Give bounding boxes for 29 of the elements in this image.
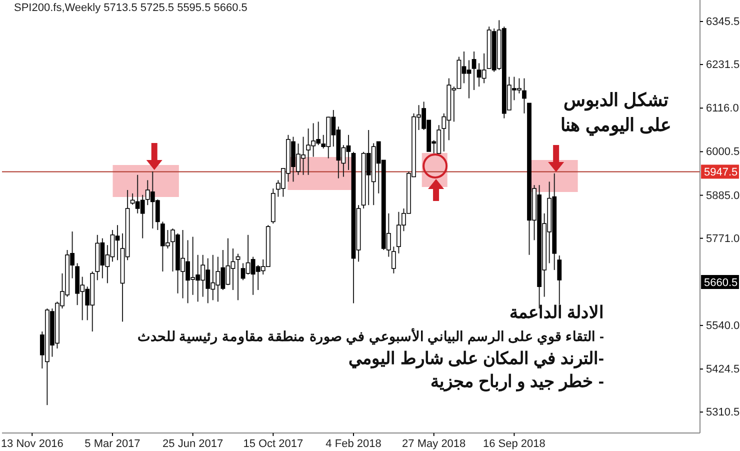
x-tick-label: 15 Oct 2017 [243, 438, 304, 450]
x-tick-label: 5 Mar 2017 [84, 438, 140, 450]
annotation: - التقاء قوي على الرسم البياني الأسبوعي في صورة منطقة مقاومة رئيسية للحدث [137, 327, 604, 345]
candlestick [557, 254, 562, 306]
candlestick [236, 253, 240, 301]
x-tick-label: 4 Feb 2018 [326, 438, 382, 450]
annotation: -الترند في المكان على شارط اليومي [348, 349, 604, 369]
candlestick [522, 78, 526, 114]
x-tick-label: 16 Sep 2018 [483, 438, 546, 450]
annotation: تشكل الدبوس على اليومي هنا [560, 90, 672, 136]
chart-title: SPI200.fs,Weekly 5713.5 5725.5 5595.5 5660.5 [14, 2, 248, 14]
annotation: - خطر جيد و ارباح مجزية [430, 372, 604, 392]
y-tick-label: 6231.5 [706, 59, 740, 72]
y-tick-label: 5771.0 [706, 232, 740, 245]
y-tick-label: 5540.0 [706, 320, 740, 332]
candlestick [391, 246, 396, 274]
y-tick-label: 5310.5 [706, 406, 740, 419]
ref-line-label: 5947.5 [704, 166, 738, 179]
y-tick-label: 6345.5 [706, 16, 740, 28]
x-tick-label: 13 Nov 2016 [0, 438, 64, 450]
y-tick-label: 6000.5 [706, 146, 740, 158]
y-tick-label: 5885.0 [706, 190, 740, 202]
candlestick [472, 51, 476, 90]
x-tick-label: 25 Jun 2017 [162, 438, 224, 450]
x-tick-label: 27 May 2018 [402, 438, 466, 450]
text: 5660.5 [704, 277, 738, 289]
annotation: الادلة الداعمة [509, 303, 604, 322]
y-tick-label: 6116.0 [706, 102, 739, 115]
y-tick-label: 5424.5 [706, 364, 740, 376]
